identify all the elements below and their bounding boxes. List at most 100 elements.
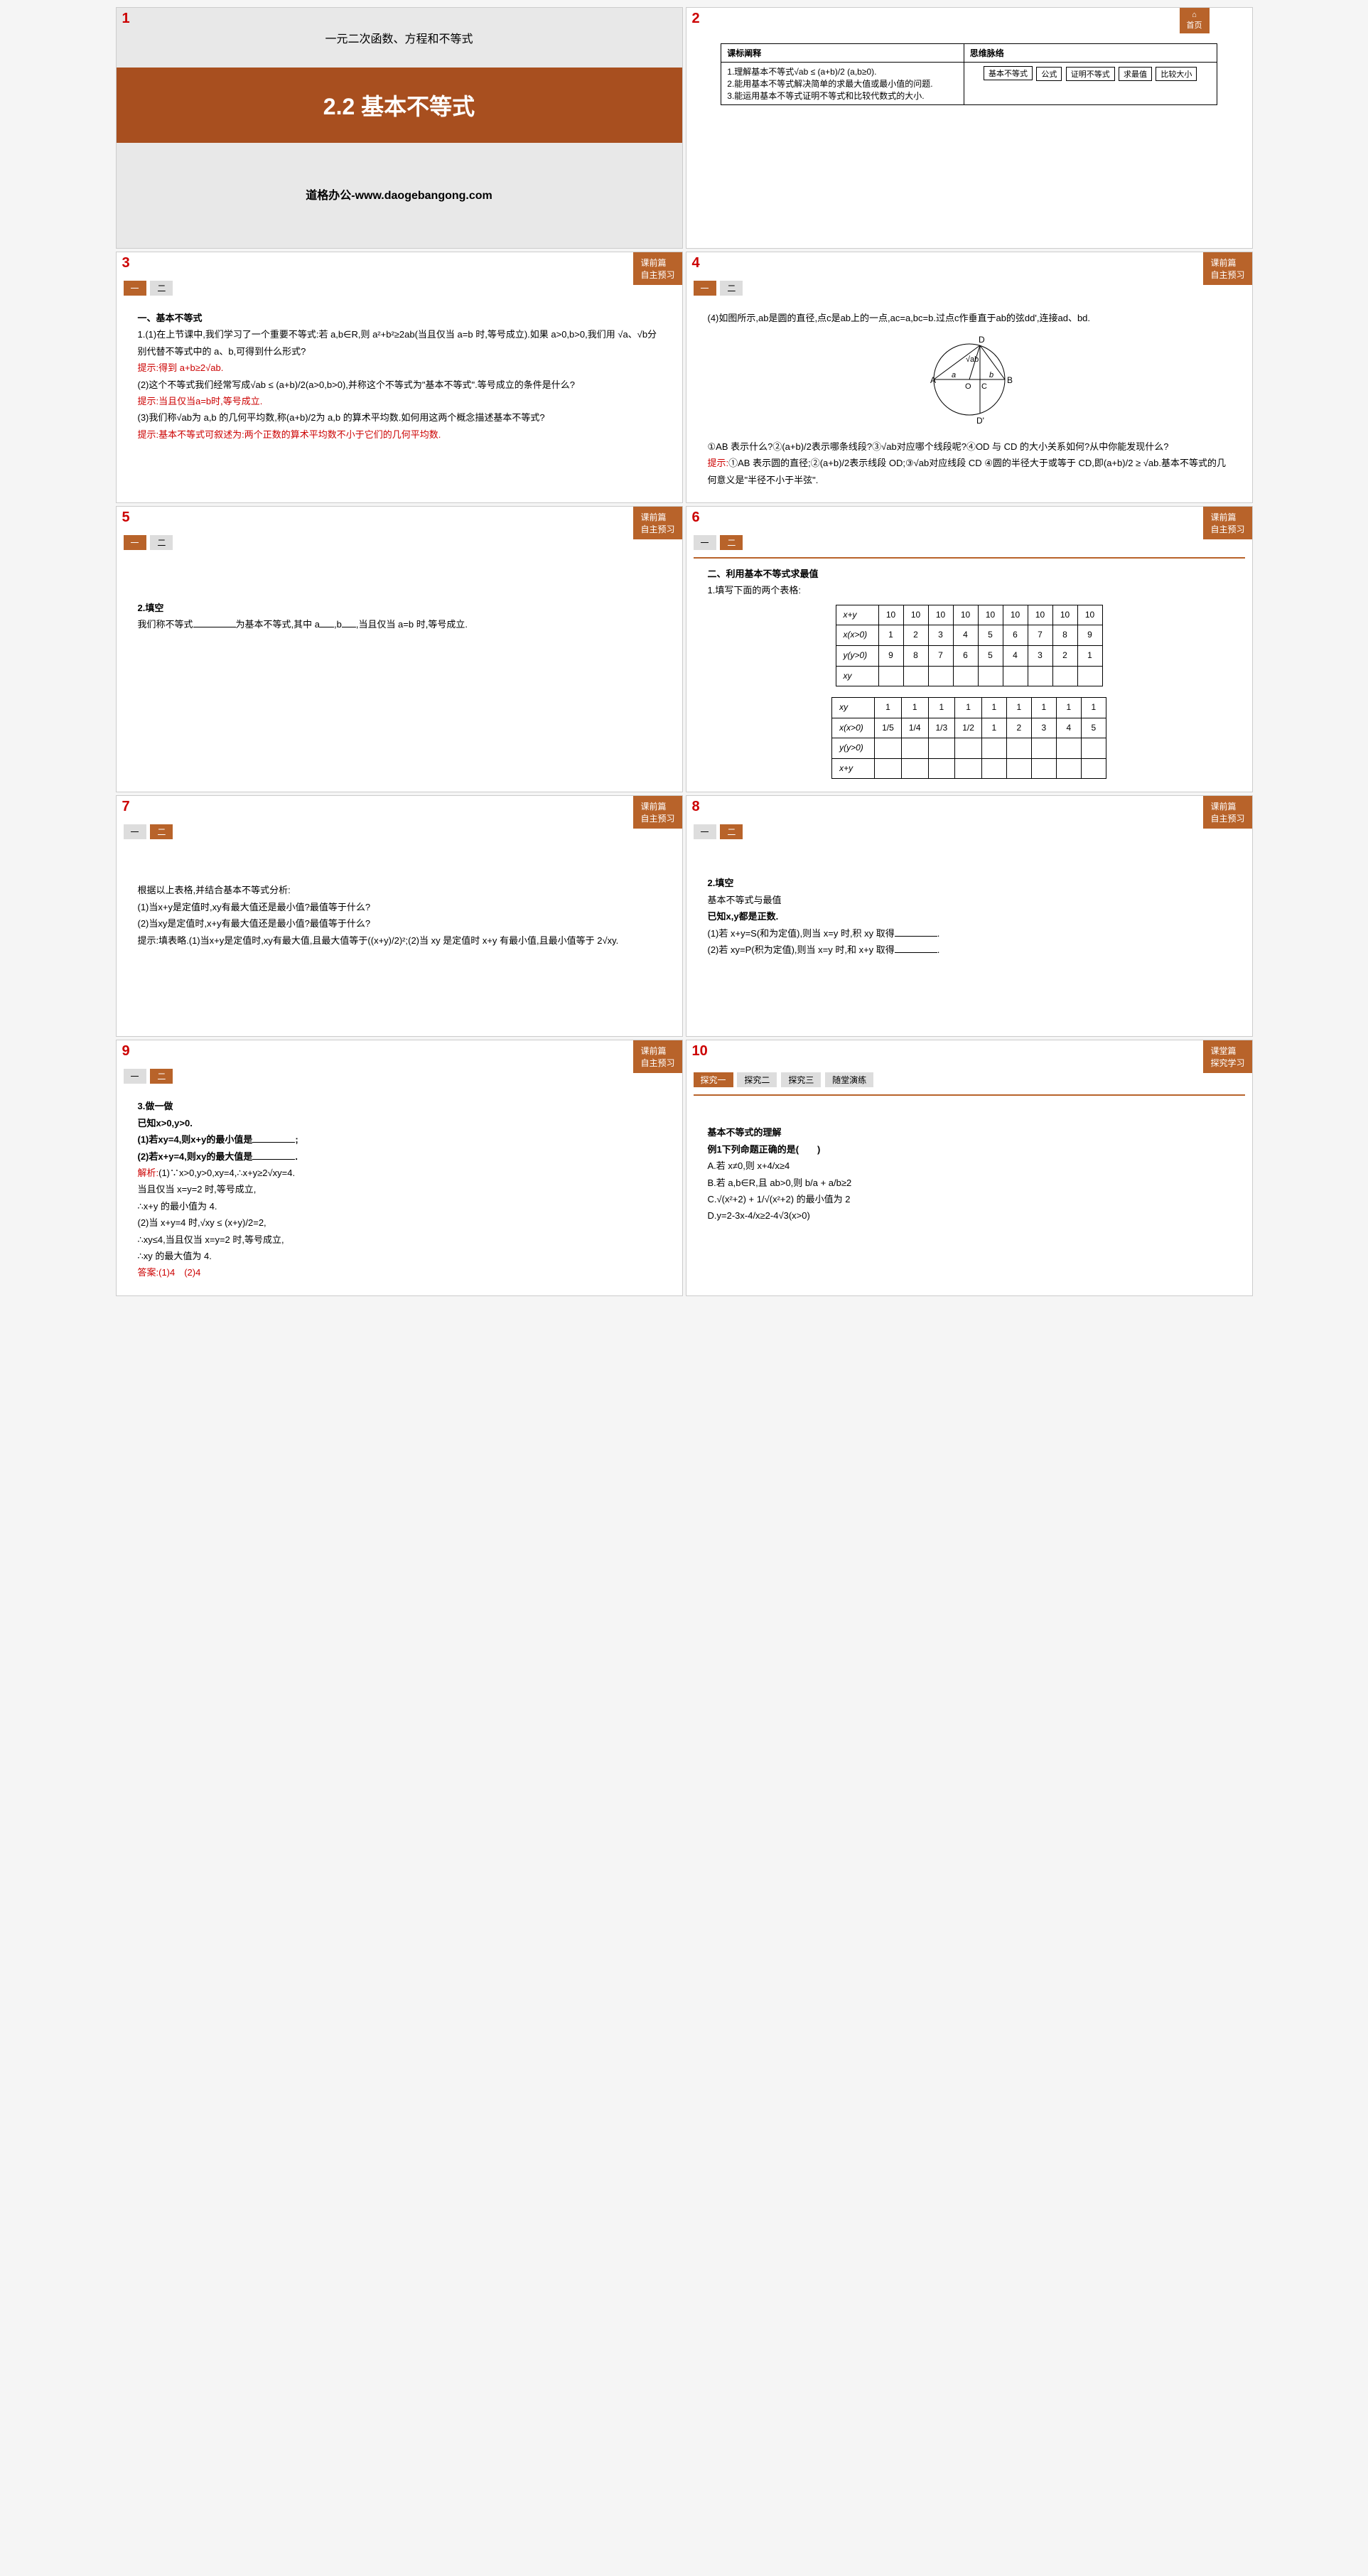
- tab-2[interactable]: 二: [720, 281, 743, 296]
- table-cell: 3: [928, 625, 953, 646]
- table-cell: 1: [878, 625, 903, 646]
- hint-1: 提示:得到 a+b≥2√ab.: [138, 360, 661, 376]
- standards-table: 课标阐释 思维脉络 1.理解基本不等式√ab ≤ (a+b)/2 (a,b≥0)…: [721, 43, 1217, 105]
- slide-8: 8 课前篇 自主预习 一 二 2.填空 基本不等式与最值 已知x,y都是正数. …: [686, 795, 1253, 1037]
- svg-text:C: C: [981, 382, 987, 391]
- slide-number: 1: [122, 11, 130, 27]
- tab-2[interactable]: 二: [150, 1069, 173, 1084]
- tab-2[interactable]: 二: [720, 824, 743, 839]
- slide-5: 5 课前篇 自主预习 一 二 2.填空 我们称不等式为基本不等式,其中 a,b,…: [116, 506, 683, 793]
- table-cell: 5: [978, 645, 1003, 666]
- blank-2: [320, 618, 334, 627]
- tab-1[interactable]: 一: [124, 824, 146, 839]
- tab-practice[interactable]: 随堂演练: [825, 1072, 873, 1087]
- table-cell: [981, 758, 1006, 779]
- tab-1[interactable]: 一: [694, 824, 716, 839]
- tab-explore-3[interactable]: 探究三: [781, 1072, 821, 1087]
- option-c: C.√(x²+2) + 1/√(x²+2) 的最小值为 2: [708, 1191, 1231, 1207]
- tab-1[interactable]: 一: [694, 535, 716, 550]
- svg-text:√ab: √ab: [966, 355, 979, 364]
- solution: 解析:(1)∵x>0,y>0,xy=4,∴x+y≥2√xy=4. 当且仅当 x=…: [138, 1165, 661, 1264]
- para-2: ①AB 表示什么?②(a+b)/2表示哪条线段?③√ab对应哪个线段呢?④OD …: [708, 438, 1231, 455]
- table-cell: [878, 666, 903, 686]
- tab-1[interactable]: 一: [124, 535, 146, 550]
- table-cell: 4: [1003, 645, 1028, 666]
- q2: (2)若x+y=4,则xy的最大值是.: [138, 1148, 661, 1165]
- svg-text:A: A: [930, 375, 936, 385]
- table-cell: [1052, 666, 1077, 686]
- section-badge: 课前篇 自主预习: [1203, 796, 1251, 829]
- section-badge: 课前篇 自主预习: [1203, 507, 1251, 539]
- table-cell: 10: [1052, 605, 1077, 625]
- tab-1[interactable]: 一: [124, 281, 146, 296]
- tab-2[interactable]: 二: [150, 535, 173, 550]
- section-badge: 课前篇 自主预习: [633, 1040, 682, 1073]
- th-mindmap: 思维脉络: [964, 44, 1217, 63]
- content: 根据以上表格,并结合基本不等式分析: (1)当x+y是定值时,xy有最大值还是最…: [124, 846, 675, 956]
- branch-1: 公式: [1036, 67, 1062, 81]
- table-cell: 1: [1031, 698, 1056, 718]
- table-cell: 4: [1056, 718, 1081, 738]
- tabs: 一 二: [124, 535, 675, 550]
- hint-2: 提示:当且仅当a=b时,等号成立.: [138, 393, 661, 409]
- mindmap-cell: 基本不等式 公式 证明不等式 求最值 比较大小: [964, 63, 1217, 105]
- slide-number: 5: [122, 510, 130, 526]
- tab-explore-1[interactable]: 探究一: [694, 1072, 733, 1087]
- table-cell: 10: [978, 605, 1003, 625]
- table-cell: [928, 758, 955, 779]
- tab-2[interactable]: 二: [720, 535, 743, 550]
- table-cell: x(x>0): [832, 718, 875, 738]
- table-cell: [1081, 738, 1106, 759]
- table-cell: 7: [928, 645, 953, 666]
- table-cell: [1031, 738, 1056, 759]
- example: 例1下列命题正确的是( ): [708, 1141, 1231, 1158]
- content: 3.做一做 已知x>0,y>0. (1)若xy=4,则x+y的最小值是; (2)…: [124, 1091, 675, 1288]
- blank-1: [895, 927, 937, 937]
- home-label: 首页: [1187, 19, 1202, 31]
- table-cell: 1/3: [928, 718, 955, 738]
- table-cell: 10: [878, 605, 903, 625]
- subheading: 1.填写下面的两个表格:: [708, 582, 1231, 598]
- table-cell: 2: [903, 625, 928, 646]
- slide-number: 7: [122, 799, 130, 815]
- tab-2[interactable]: 二: [150, 824, 173, 839]
- divider: [694, 557, 1245, 559]
- table-cell: 6: [1003, 625, 1028, 646]
- table-cell: 5: [1081, 718, 1106, 738]
- table-cell: [1056, 738, 1081, 759]
- para-1: (4)如图所示,ab是圆的直径,点c是ab上的一点,ac=a,bc=b.过点c作…: [708, 310, 1231, 326]
- svg-text:D: D: [979, 335, 985, 345]
- q1: (1)若 x+y=S(和为定值),则当 x=y 时,积 xy 取得.: [708, 925, 1231, 942]
- table-cell: 3: [1031, 718, 1056, 738]
- table-cell: [981, 738, 1006, 759]
- slide-2: 2 ⌂ 首页 课标阐释 思维脉络 1.理解基本不等式√ab ≤ (a+b)/2 …: [686, 7, 1253, 249]
- section-badge: 课堂篇 探究学习: [1203, 1040, 1251, 1073]
- option-a: A.若 x≠0,则 x+4/x≥4: [708, 1158, 1231, 1174]
- table-2: xy111111111x(x>0)1/51/41/31/212345y(y>0)…: [831, 697, 1106, 779]
- tab-1[interactable]: 一: [694, 281, 716, 296]
- slide-10: 10 课堂篇 探究学习 探究一 探究二 探究三 随堂演练 基本不等式的理解 例1…: [686, 1040, 1253, 1295]
- branch-2: 证明不等式: [1066, 67, 1115, 81]
- option-b: B.若 a,b∈R,且 ab>0,则 b/a + a/b≥2: [708, 1175, 1231, 1191]
- table-cell: 1: [981, 698, 1006, 718]
- table-cell: [955, 738, 982, 759]
- tab-2[interactable]: 二: [150, 281, 173, 296]
- table-cell: [875, 738, 902, 759]
- section-badge: 课前篇 自主预习: [633, 796, 682, 829]
- table-cell: 10: [1028, 605, 1052, 625]
- heading: 二、利用基本不等式求最值: [708, 566, 1231, 582]
- table-cell: 1: [901, 698, 928, 718]
- heading: 3.做一做: [138, 1098, 661, 1114]
- table-cell: 1: [875, 698, 902, 718]
- heading: 一、基本不等式: [138, 310, 661, 326]
- slide-number: 8: [692, 799, 700, 815]
- slide-1: 1 一元二次函数、方程和不等式 2.2 基本不等式 道格办公-www.daoge…: [116, 7, 683, 249]
- tab-1[interactable]: 一: [124, 1069, 146, 1084]
- slide-number: 2: [692, 11, 700, 27]
- slide-9: 9 课前篇 自主预习 一 二 3.做一做 已知x>0,y>0. (1)若xy=4…: [116, 1040, 683, 1295]
- main-title: 2.2 基本不等式: [117, 68, 682, 143]
- tab-explore-2[interactable]: 探究二: [737, 1072, 777, 1087]
- table-cell: 1/5: [875, 718, 902, 738]
- slide-6: 6 课前篇 自主预习 一 二 二、利用基本不等式求最值 1.填写下面的两个表格:…: [686, 506, 1253, 793]
- home-button[interactable]: ⌂ 首页: [1180, 8, 1210, 33]
